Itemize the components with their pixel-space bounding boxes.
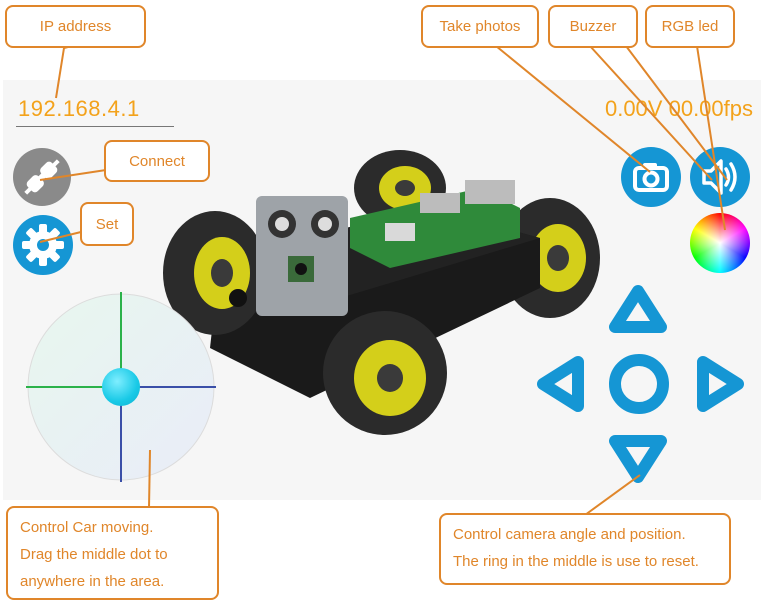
- callout-camera-control-line-2: The ring in the middle is use to reset.: [453, 553, 699, 570]
- callout-buzzer: Buzzer: [548, 5, 638, 48]
- triangle-down-icon: [609, 435, 667, 483]
- callout-car-moving-line-2: Drag the middle dot to: [20, 546, 168, 563]
- callout-car-moving-line-3: anywhere in the area.: [20, 573, 165, 590]
- camera-right-button[interactable]: [688, 350, 746, 422]
- callout-ip-address: IP address: [5, 5, 146, 48]
- status-readout: 0.00V 00.00fps: [605, 96, 753, 122]
- color-wheel-icon: [690, 213, 750, 273]
- camera-left-button[interactable]: [535, 350, 593, 422]
- callout-connect: Connect: [104, 140, 210, 182]
- callout-rgb-led: RGB led: [645, 5, 735, 48]
- wheel-front-right: [323, 311, 447, 435]
- joystick-dot[interactable]: [102, 368, 140, 406]
- callout-camera-control-line-1: Control camera angle and position.: [453, 526, 686, 543]
- ring-icon: [609, 354, 669, 414]
- rgb-color-picker[interactable]: [690, 213, 750, 273]
- buzzer-button[interactable]: [690, 147, 750, 207]
- camera-reset-button[interactable]: [610, 355, 670, 415]
- ip-address-input[interactable]: 192.168.4.1: [18, 96, 140, 121]
- take-photo-button[interactable]: [621, 147, 681, 207]
- robot-car-image: [163, 150, 600, 435]
- callout-car-moving: Control Car moving. Drag the middle dot …: [6, 506, 219, 600]
- ip-address-underline: [16, 126, 174, 127]
- callout-camera-control: Control camera angle and position. The r…: [439, 513, 731, 585]
- link-icon: [13, 148, 71, 206]
- triangle-right-icon: [697, 356, 744, 412]
- camera-icon: [621, 147, 681, 207]
- camera-dpad: [533, 280, 753, 490]
- camera-up-button[interactable]: [600, 282, 676, 340]
- triangle-left-icon: [537, 356, 584, 412]
- callout-set: Set: [80, 202, 134, 246]
- fps-readout: 00.00fps: [668, 96, 753, 121]
- callout-car-moving-line-1: Control Car moving.: [20, 519, 154, 536]
- joystick-area[interactable]: [26, 292, 216, 482]
- camera-down-button[interactable]: [600, 428, 676, 486]
- voltage-readout: 0.00V: [604, 96, 663, 121]
- triangle-up-icon: [609, 285, 667, 333]
- connect-button[interactable]: [13, 148, 71, 206]
- settings-button[interactable]: [13, 215, 73, 275]
- callout-take-photos: Take photos: [421, 5, 539, 48]
- gear-icon: [13, 215, 73, 275]
- speaker-icon: [690, 147, 750, 207]
